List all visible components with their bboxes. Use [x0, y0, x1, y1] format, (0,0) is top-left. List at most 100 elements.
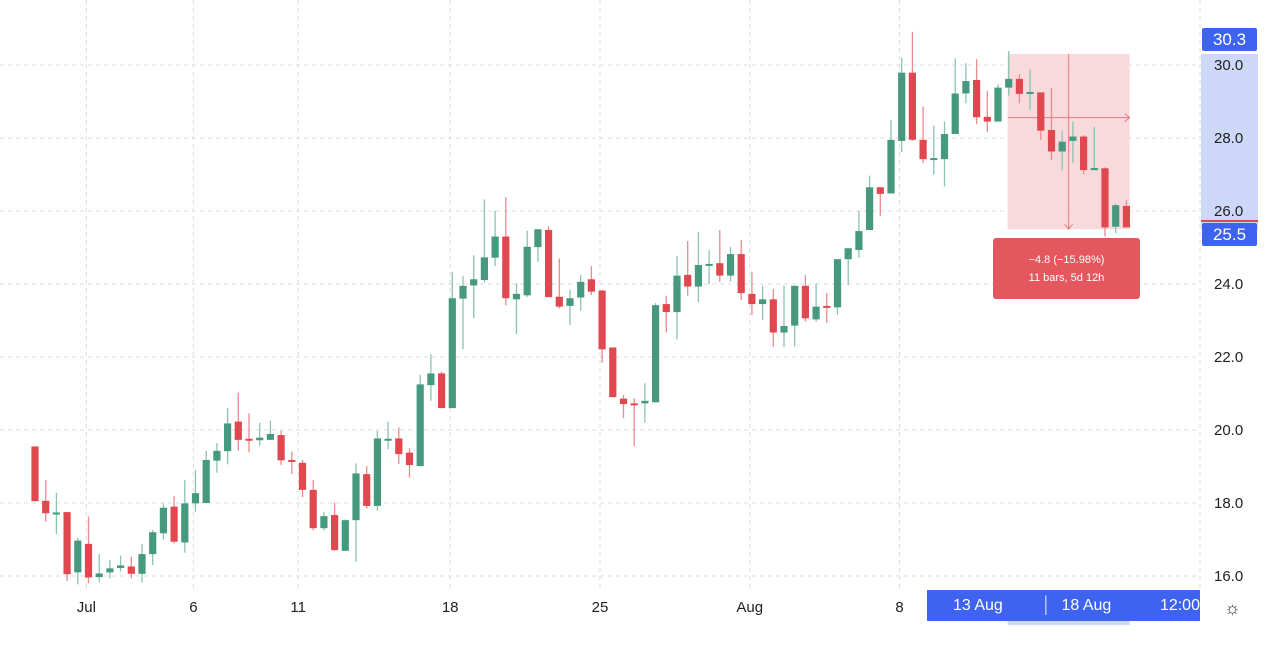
date-range-time: 12:00 — [1159, 597, 1200, 614]
candle-body — [705, 263, 713, 266]
candle-body — [630, 403, 638, 406]
candle — [994, 84, 1002, 122]
price-tick-label: 20.0 — [1214, 422, 1243, 439]
candle — [170, 496, 178, 544]
candle — [844, 248, 852, 286]
candle — [887, 120, 895, 194]
candle-body — [876, 187, 884, 194]
candle-body — [266, 434, 274, 440]
candle — [737, 239, 745, 301]
candle-body — [395, 438, 403, 455]
candle-body — [331, 515, 339, 551]
measure-label: −4.8 (−15.98%) 11 bars, 5d 12h — [993, 238, 1140, 299]
price-tick-label: 16.0 — [1214, 568, 1243, 585]
candle — [42, 480, 50, 522]
measure-bars: 11 bars, 5d 12h — [1028, 272, 1105, 284]
candle-body — [74, 540, 82, 573]
candle — [405, 448, 414, 478]
candle — [459, 275, 467, 350]
time-tick-label: 25 — [592, 599, 609, 616]
candle — [1037, 92, 1045, 140]
candle — [298, 459, 307, 498]
candle — [202, 450, 210, 504]
candle — [309, 480, 317, 531]
candle-body — [438, 373, 446, 409]
candle-body — [191, 493, 200, 504]
candle — [748, 271, 756, 316]
candle-body — [855, 231, 863, 251]
candle — [652, 302, 660, 403]
candle — [480, 199, 488, 283]
candle-body — [930, 158, 938, 161]
time-axis[interactable]: Jul 6 11 18 25 Aug 8 — [77, 599, 904, 616]
candle — [416, 374, 424, 467]
candle-body — [780, 325, 788, 333]
candle — [1069, 121, 1077, 164]
candle-body — [1047, 129, 1056, 152]
time-tick-label: 6 — [189, 599, 197, 616]
candle-body — [1069, 136, 1077, 141]
candle — [224, 408, 232, 465]
candle — [256, 422, 264, 446]
candle-body — [149, 532, 157, 555]
candle-body — [1101, 168, 1109, 228]
candle-body — [994, 87, 1002, 122]
candle — [919, 106, 927, 164]
gear-icon[interactable]: ☼ — [1224, 598, 1241, 618]
candle-body — [159, 507, 167, 534]
candle — [438, 371, 446, 409]
candle-body — [480, 257, 488, 280]
grid — [0, 0, 1201, 588]
candle-body — [759, 299, 767, 305]
candle — [694, 231, 702, 303]
candle-body — [577, 281, 585, 298]
candle — [491, 210, 499, 267]
candle-body — [887, 139, 895, 194]
candle-body — [405, 452, 414, 466]
candle-body — [1112, 205, 1120, 227]
candle-body — [31, 446, 39, 502]
candle — [52, 492, 60, 535]
candle — [1122, 200, 1130, 228]
candle — [577, 274, 585, 311]
candle-body — [170, 506, 178, 542]
candle-body — [898, 72, 906, 141]
candle — [673, 255, 681, 340]
time-tick-label: 11 — [290, 599, 306, 616]
candle — [288, 451, 296, 475]
candle — [512, 283, 521, 335]
candle-body — [256, 437, 264, 441]
candle-body — [652, 305, 660, 403]
candle — [266, 420, 274, 440]
candle — [791, 285, 799, 347]
price-axis[interactable]: 16.0 18.0 20.0 22.0 24.0 26.0 28.0 30.0 — [1214, 57, 1243, 585]
candle — [759, 285, 767, 321]
candle-body — [1037, 92, 1045, 131]
measure-tool[interactable] — [1007, 54, 1131, 231]
candle — [609, 347, 617, 398]
candle — [876, 187, 884, 217]
candle — [448, 271, 456, 409]
candle-body — [791, 285, 799, 326]
candle — [63, 512, 71, 582]
candle-body — [224, 423, 232, 452]
candle-body — [866, 187, 874, 230]
candle — [373, 430, 381, 511]
candle — [1026, 69, 1034, 110]
candle-body — [1026, 92, 1034, 95]
candle-body — [352, 473, 360, 521]
candle-body — [919, 139, 927, 160]
candle — [159, 503, 167, 540]
price-tick-label: 24.0 — [1214, 276, 1243, 293]
candle-body — [1058, 141, 1066, 152]
candle — [191, 470, 200, 512]
candle — [181, 480, 189, 553]
candle — [662, 295, 670, 333]
candle — [149, 530, 157, 566]
measure-change: −4.8 (−15.98%) — [1028, 254, 1105, 266]
candle — [384, 421, 392, 450]
candle-body — [363, 474, 371, 506]
candle-body — [716, 263, 724, 276]
date-range-label: 13 Aug '22 │ 18 Aug '22 12:00 — [927, 590, 1200, 645]
